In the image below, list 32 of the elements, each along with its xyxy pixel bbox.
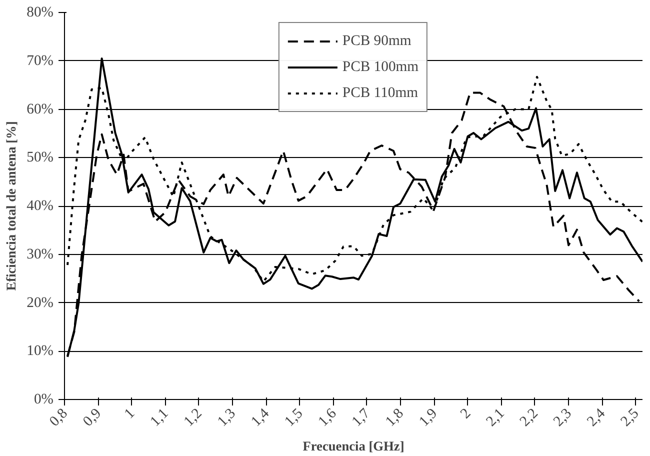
y-tick-label: 40% <box>26 198 54 214</box>
x-tick-label: 1,4 <box>248 405 273 430</box>
x-tick-label: 1,7 <box>349 406 374 430</box>
legend-label: PCB 90mm <box>342 32 412 50</box>
x-tick-label: 1,5 <box>282 406 306 430</box>
x-tick-label: 1,2 <box>181 406 206 430</box>
x-tick-label: 2,2 <box>517 406 542 430</box>
y-tick-label: 80% <box>26 4 54 20</box>
y-tick-label: 0% <box>34 392 54 408</box>
legend-label: PCB 110mm <box>342 84 418 102</box>
y-tick-label: 60% <box>26 101 54 118</box>
y-tick-label: 70% <box>26 52 54 69</box>
x-tick-label: 1,1 <box>147 406 172 430</box>
x-tick-label: 0,9 <box>80 406 104 430</box>
x-tick-label: 2 <box>458 406 474 422</box>
x-tick-label: 0,8 <box>46 406 71 430</box>
x-tick-label: 1,9 <box>416 406 441 430</box>
x-tick-label: 1,6 <box>315 406 340 430</box>
legend-label: PCB 100mm <box>342 58 419 76</box>
x-tick-label: 2,1 <box>483 406 508 430</box>
x-tick-label: 1 <box>122 406 138 422</box>
x-tick-label: 2,3 <box>550 406 575 430</box>
x-tick-label: 1,8 <box>382 406 407 430</box>
x-tick-label: 2,5 <box>618 406 642 430</box>
x-axis-title: Frecuencia [GHz] <box>302 438 404 454</box>
y-tick-label: 50% <box>26 150 54 166</box>
y-axis-title: Eficiencia total de antena [%] <box>4 121 19 291</box>
y-tick-label: 10% <box>26 343 54 360</box>
x-tick-label: 1,3 <box>214 406 239 430</box>
x-tick-label: 2,4 <box>584 405 610 430</box>
y-tick-label: 20% <box>26 294 54 311</box>
y-tick-label: 30% <box>26 246 54 262</box>
